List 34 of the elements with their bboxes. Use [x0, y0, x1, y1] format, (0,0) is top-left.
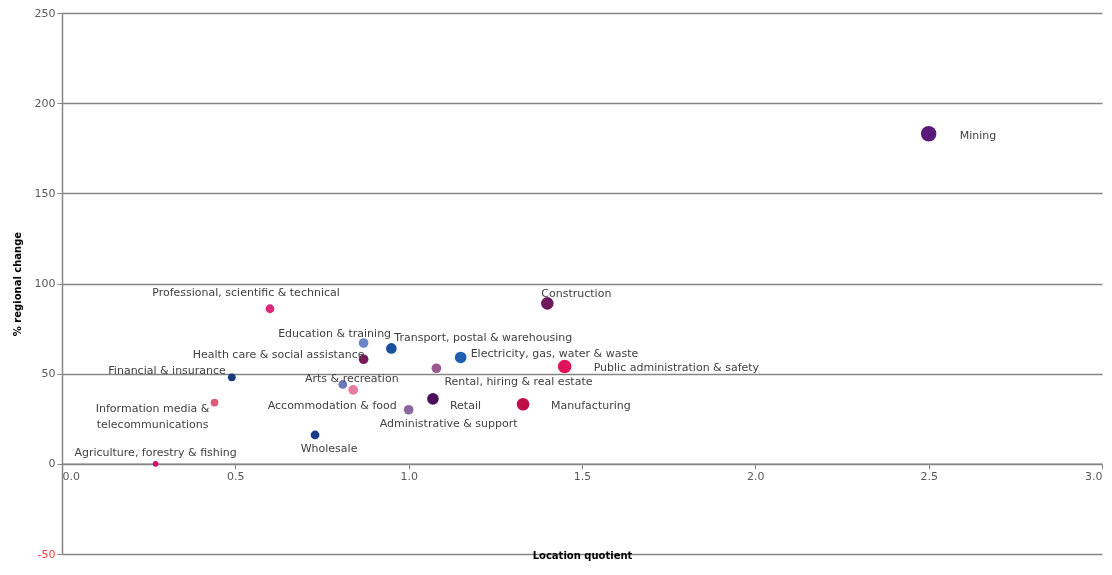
series-label: Wholesale — [300, 441, 358, 455]
x-tick-label: 0.0 — [62, 470, 80, 484]
x-axis-title: Location quotient — [532, 549, 633, 561]
text: Professional, scientific & technical — [152, 285, 340, 299]
x-tick-label: 1.5 — [573, 470, 592, 484]
series-label: Agriculture, forestry & fishing — [74, 445, 237, 459]
x-tick-label: 2.5 — [920, 470, 938, 484]
text: Public administration & safety — [593, 361, 760, 375]
series-label: Rental, hiring & real estate — [444, 375, 593, 389]
series-label: Electricity, gas, water & waste — [470, 347, 639, 361]
y-tick-label: 0 — [48, 457, 56, 471]
text: Education & training — [278, 327, 392, 341]
series-label: Manufacturing — [551, 399, 631, 413]
text: Administrative & support — [379, 416, 519, 430]
series-label: Construction — [541, 287, 612, 301]
x-tick-label: 0.5 — [227, 470, 245, 484]
y-tick-label: 100 — [34, 277, 56, 290]
series-label: Financial & insurance — [108, 364, 227, 378]
y-tick-label: 150 — [34, 186, 56, 200]
x-tick-label: 2.0 — [747, 470, 765, 484]
series-label: Transport, postal & warehousing — [393, 331, 573, 345]
series-label: Health care & social assistance — [192, 348, 365, 362]
y-tick-label: 200 — [34, 96, 56, 110]
text: Mining — [959, 128, 997, 142]
series-label: Accommodation & food — [267, 398, 397, 412]
y-tick-label: -50 — [37, 547, 56, 561]
y-axis-title: % regional change — [11, 231, 23, 337]
series-label: Retail — [449, 398, 482, 412]
y-tick-label: 250 — [34, 6, 56, 20]
y-tick-label: 50 — [41, 367, 56, 381]
x-tick-label: 1.0 — [400, 470, 418, 484]
x-tick-label: 3.0 — [1085, 470, 1103, 484]
series-label: Information media & telecommunications — [95, 401, 210, 431]
series-label: Arts & recreation — [304, 372, 399, 386]
